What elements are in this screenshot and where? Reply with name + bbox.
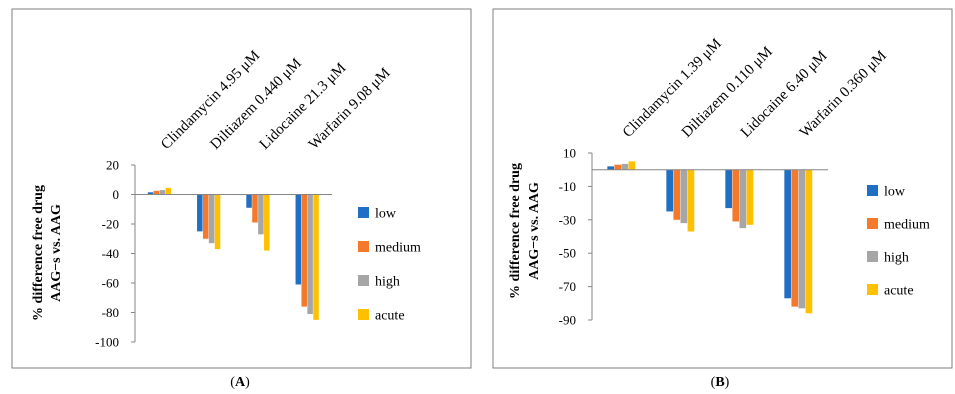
y-tick-label: -30 bbox=[559, 212, 576, 227]
panel-a-ylabel-line2: AAG−s vs. AAG bbox=[49, 204, 64, 302]
bar-high bbox=[307, 194, 313, 314]
bar-high bbox=[208, 194, 215, 244]
legend-swatch-low bbox=[358, 207, 369, 218]
legend-swatch-low bbox=[867, 185, 878, 196]
bar-high bbox=[680, 169, 688, 224]
bar-high bbox=[739, 169, 747, 229]
panel-b-legend: low medium high acute bbox=[867, 185, 930, 299]
bar-acute bbox=[313, 194, 319, 320]
panel-a-caption: (A) bbox=[230, 375, 250, 390]
panel-a-frame bbox=[11, 8, 472, 369]
panel-b-frame bbox=[492, 8, 953, 369]
bar-acute bbox=[264, 194, 270, 251]
bar-low bbox=[725, 169, 733, 209]
panel-a-letter: A bbox=[235, 375, 246, 390]
legend-label-acute: acute bbox=[884, 284, 914, 299]
legend-swatch-acute bbox=[358, 309, 369, 320]
bar-low bbox=[295, 194, 302, 285]
panel-b-ylabel-line1: % difference free drug bbox=[508, 163, 523, 299]
y-tick-label: -50 bbox=[559, 246, 576, 261]
bar-acute bbox=[214, 194, 221, 250]
panel-b-ylabel-line2: AAG−s vs. AAG bbox=[527, 182, 542, 280]
legend-swatch-high bbox=[867, 251, 878, 262]
panel-b-caption: (B) bbox=[711, 375, 730, 390]
bar-medium bbox=[252, 194, 258, 223]
bar-high bbox=[798, 169, 806, 309]
y-tick-label: -10 bbox=[559, 179, 576, 194]
category-label: Clindamycin 1.39 μM bbox=[620, 36, 725, 141]
bar-low bbox=[197, 194, 203, 232]
legend-swatch-medium bbox=[867, 218, 878, 229]
y-tick-label: 20 bbox=[106, 158, 119, 173]
bar-acute bbox=[805, 169, 813, 314]
legend-label-medium: medium bbox=[884, 218, 930, 233]
legend-swatch-high bbox=[358, 275, 369, 286]
bar-low bbox=[147, 192, 154, 195]
y-tick-label: -20 bbox=[102, 217, 119, 232]
legend-label-acute: acute bbox=[375, 309, 405, 324]
bar-low bbox=[607, 166, 615, 170]
bar-medium bbox=[732, 169, 740, 222]
bar-medium bbox=[791, 169, 799, 307]
y-tick-label: -70 bbox=[559, 279, 576, 294]
category-label: Lidocaine 21.3 μM bbox=[257, 60, 350, 153]
y-tick-label: -60 bbox=[102, 276, 119, 291]
bar-high bbox=[621, 163, 629, 170]
legend-label-low: low bbox=[375, 207, 397, 222]
bar-medium bbox=[614, 164, 622, 170]
y-tick-label: -100 bbox=[95, 335, 119, 350]
bar-medium bbox=[153, 190, 160, 195]
legend-label-medium: medium bbox=[375, 241, 421, 256]
category-label: Diltiazem 0.440 μM bbox=[207, 55, 304, 152]
y-tick-label: -90 bbox=[559, 313, 576, 328]
y-tick-label: -40 bbox=[102, 246, 119, 261]
bar-high bbox=[159, 190, 166, 195]
legend-label-low: low bbox=[884, 185, 906, 200]
bar-acute bbox=[687, 169, 695, 232]
y-tick-label: 10 bbox=[563, 146, 576, 161]
legend-swatch-acute bbox=[867, 284, 878, 295]
legend-label-high: high bbox=[375, 275, 400, 290]
legend-label-high: high bbox=[884, 251, 909, 266]
bar-high bbox=[258, 194, 264, 235]
panel-a-legend: low medium high acute bbox=[358, 207, 421, 324]
bar-medium bbox=[202, 194, 209, 239]
bar-acute bbox=[628, 161, 636, 170]
y-tick-label: -80 bbox=[102, 305, 119, 320]
bar-medium bbox=[673, 169, 681, 220]
bar-low bbox=[784, 169, 792, 299]
panel-a-ylabel-line1: % difference free drug bbox=[31, 185, 46, 321]
bar-acute bbox=[746, 169, 754, 225]
bar-low bbox=[246, 194, 252, 208]
bar-medium bbox=[301, 194, 307, 307]
y-tick-label: 0 bbox=[113, 187, 120, 202]
legend-swatch-medium bbox=[358, 241, 369, 252]
bar-low bbox=[666, 169, 674, 212]
bar-acute bbox=[165, 187, 172, 195]
panel-b-letter: B bbox=[715, 375, 724, 390]
